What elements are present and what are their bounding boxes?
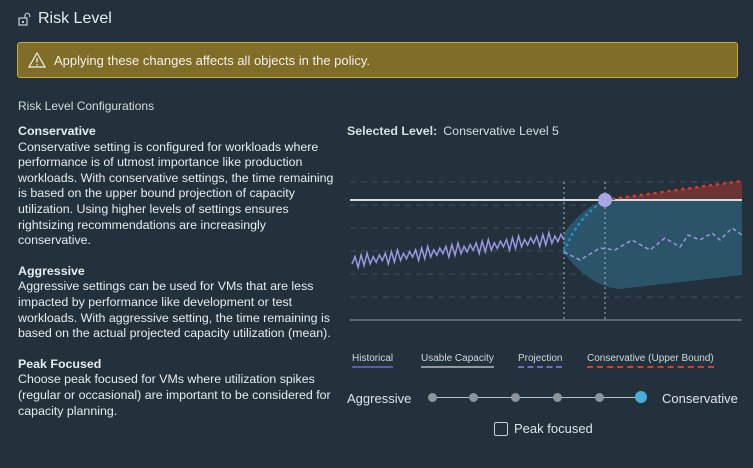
slider-stop-5[interactable] [594, 393, 604, 402]
descriptions: Conservative Conservative setting is con… [18, 124, 338, 434]
legend-historical: Historical [352, 353, 394, 368]
checkbox-label: Peak focused [514, 421, 593, 436]
conservative-title: Conservative [18, 124, 96, 138]
selected-level-value: Conservative Level 5 [443, 124, 559, 138]
warning-icon [28, 52, 46, 68]
selected-level: Selected Level: Conservative Level 5 [347, 124, 559, 138]
peak-focused-title: Peak Focused [18, 356, 102, 371]
unlock-icon [18, 12, 31, 26]
peak-focused-text: Choose peak focused for VMs where utiliz… [18, 372, 331, 418]
projection-line [563, 227, 743, 261]
risk-chart [350, 179, 743, 321]
upper-bound-area [605, 181, 742, 200]
legend-projection: Projection [518, 353, 563, 368]
aggressive-text: Aggressive settings can be used for VMs … [18, 279, 331, 341]
breach-point[interactable] [598, 193, 612, 207]
risk-slider-track[interactable] [432, 397, 642, 398]
slider-stop-1[interactable] [427, 393, 437, 402]
slider-stop-6[interactable] [635, 391, 647, 403]
legend-conservative: Conservative (Upper Bound) [587, 353, 714, 368]
upper-bound-blue [562, 202, 601, 253]
warning-text: Applying these changes affects all objec… [54, 52, 371, 68]
upper-bound-red [611, 179, 743, 201]
slider-stop-3[interactable] [511, 393, 521, 402]
slider-min-label: Aggressive [347, 391, 412, 406]
title-text: Risk Level [38, 10, 112, 27]
slider-max-label: Conservative [662, 391, 738, 406]
selected-level-label: Selected Level: [347, 124, 438, 138]
conservative-text: Conservative setting is configured for w… [18, 139, 334, 248]
legend-usable-capacity: Usable Capacity [421, 353, 494, 368]
section-title: Risk Level Configurations [18, 99, 155, 113]
checkbox-box[interactable] [494, 421, 508, 436]
aggressive-title: Aggressive [18, 263, 85, 278]
slider-stop-2[interactable] [469, 393, 479, 402]
conservative-band [564, 200, 742, 289]
historical-line [351, 229, 565, 271]
page-title: Risk Level [18, 10, 112, 28]
slider-stop-4[interactable] [552, 393, 562, 402]
peak-focused-checkbox[interactable]: Peak focused [494, 421, 593, 436]
warning-banner: Applying these changes affects all objec… [17, 42, 738, 78]
